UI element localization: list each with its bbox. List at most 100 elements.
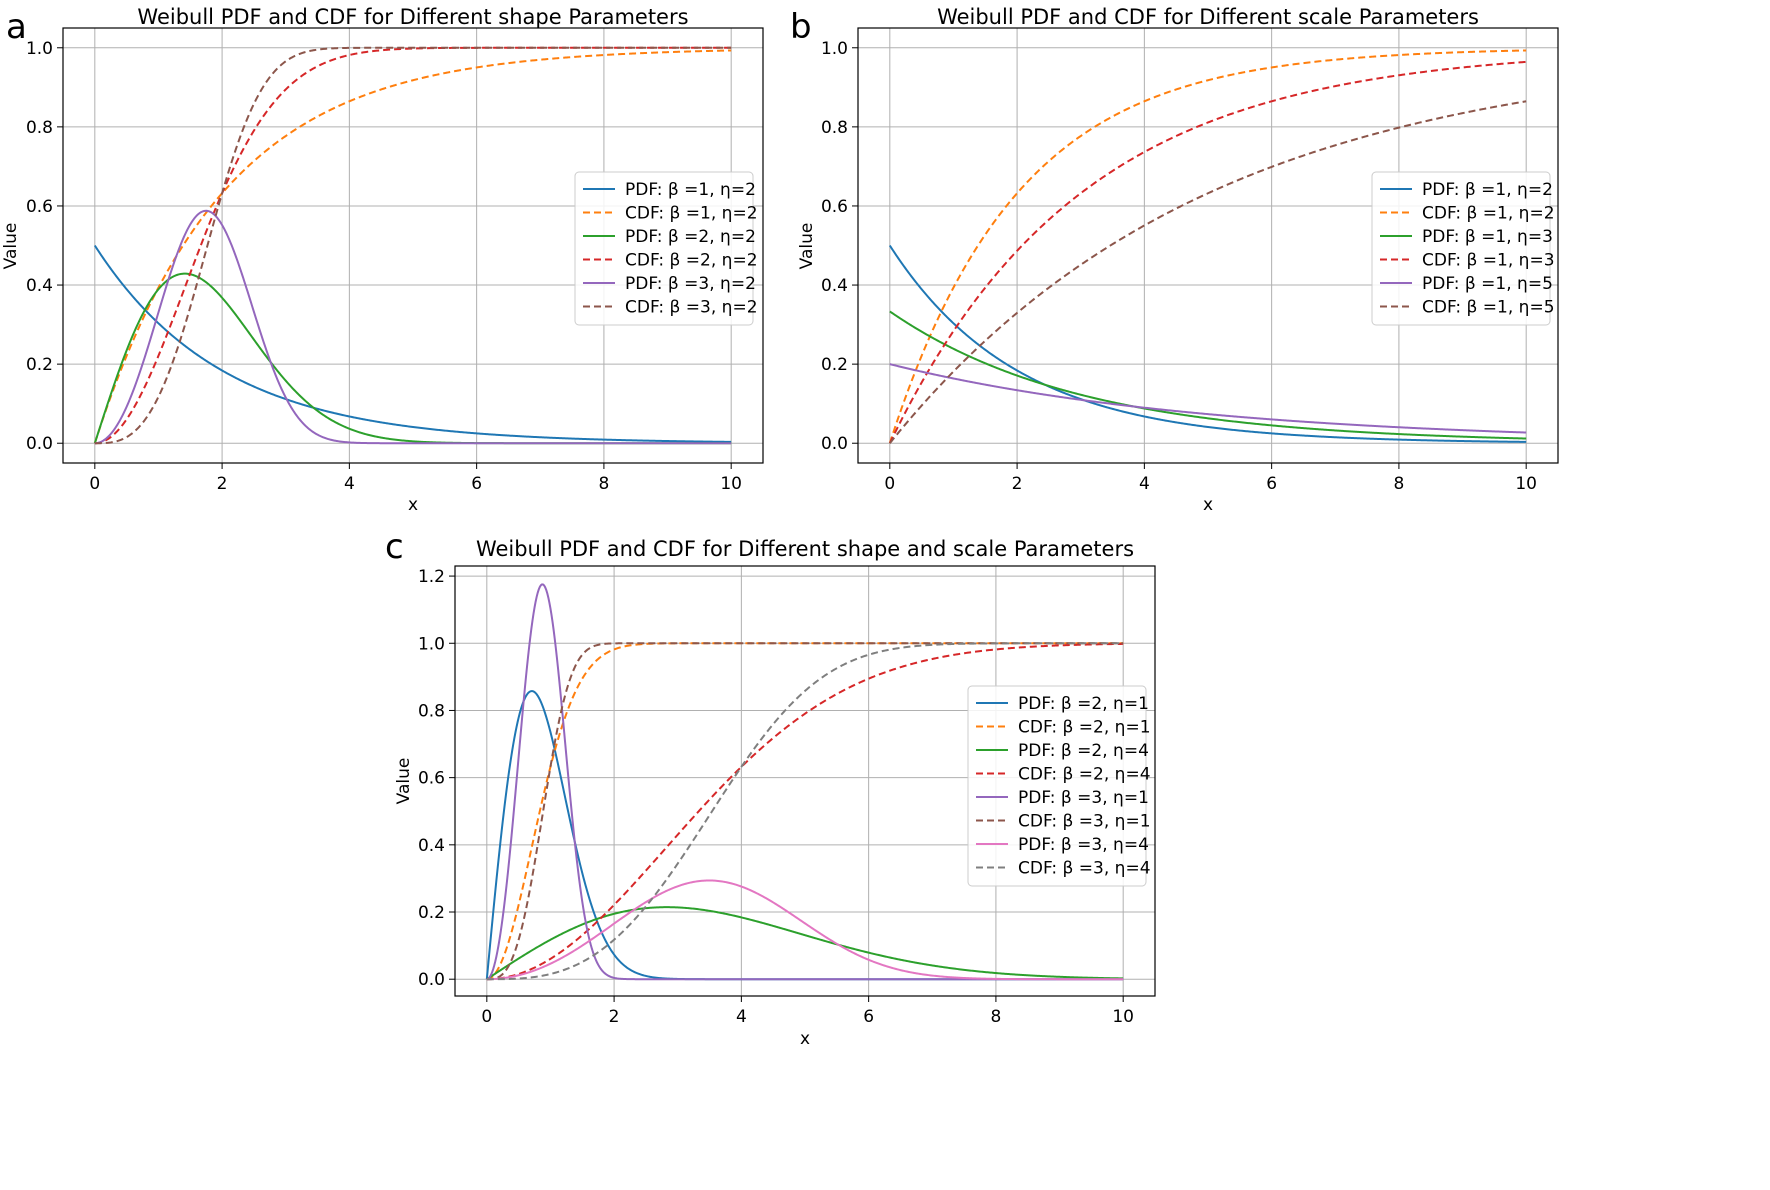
panel-a-xtick-label-1: 2 (217, 474, 228, 494)
panel-a-legend-label-0: PDF: β =1, η=2 (625, 180, 756, 200)
panel-a-legend-label-3: CDF: β =2, η=2 (625, 251, 758, 271)
panel-c-series-2-line (486, 906, 1124, 981)
panel-c-ytick-label-0: 0.0 (418, 970, 445, 990)
panel-a-xlabel: x (408, 495, 418, 515)
panel-b-ytick-label-2: 0.4 (821, 276, 848, 296)
panel-c-series-7-line (486, 642, 1124, 981)
panel-c-xtick-label-0: 0 (481, 1007, 492, 1027)
panel-b-ytick-label-0: 0.0 (821, 434, 848, 454)
panel-a-series-0-line (93, 244, 732, 443)
panel-a-ytick-label-2: 0.4 (26, 276, 53, 296)
panel-c-ytick-label-2: 0.4 (418, 836, 445, 856)
panel-b-frame (857, 27, 1559, 464)
panel-b-series-2-line (889, 310, 1527, 440)
panel-a-ylabel: Value (1, 223, 21, 270)
panel-b-legend: PDF: β =1, η=2 CDF: β =1, η=2 PDF: β =1, η… (1371, 171, 1555, 326)
panel-c-legend-label-4: PDF: β =3, η=1 (1018, 788, 1149, 808)
panel-b-title: Weibull PDF and CDF for Different scale … (937, 5, 1479, 29)
panel-c-legend-box (967, 685, 1147, 887)
panel-b-xlabel: x (1203, 495, 1213, 515)
panel-b-ticks: 0 2 4 6 8 10 0.0 0.2 0.4 0.6 0.8 1.0 (821, 39, 1537, 494)
panel-a-frame (62, 27, 764, 464)
panel-c-legend-label-1: CDF: β =2, η=1 (1018, 718, 1151, 738)
panel-c-legend-label-0: PDF: β =2, η=1 (1018, 694, 1149, 714)
panel-c-legend-label-7: CDF: β =3, η=4 (1018, 859, 1151, 879)
panel-a-ytick-label-0: 0.0 (26, 434, 53, 454)
panel-c-ylabel: Value (394, 758, 414, 805)
panel-b-legend-label-2: PDF: β =1, η=3 (1422, 227, 1553, 247)
panel-b-legend-label-3: CDF: β =1, η=3 (1422, 251, 1555, 271)
panel-a-xtick-label-3: 6 (471, 474, 482, 494)
panel-b-series-3-line (888, 60, 1527, 444)
panel-c-series-6-line (486, 879, 1124, 981)
panel-c-ytick-label-4: 0.8 (418, 701, 445, 721)
panel-a-title: Weibull PDF and CDF for Different shape … (137, 5, 688, 29)
panel-c-ticks: 0 2 4 6 8 10 0.0 0.2 0.4 0.6 0.8 1.0 1.2 (418, 567, 1134, 1027)
panel-a-curves (93, 46, 732, 445)
panel-b-legend-label-1: CDF: β =1, η=2 (1422, 204, 1555, 224)
panel-c-xtick-label-1: 2 (609, 1007, 620, 1027)
panel-a-xtick-label-0: 0 (89, 474, 100, 494)
panel-a-legend-label-1: CDF: β =1, η=2 (625, 204, 758, 224)
panel-b: b Weibull PDF and CDF for Different scal… (790, 5, 1559, 515)
panel-a-ytick-label-5: 1.0 (26, 39, 53, 59)
panel-a-ytick-label-3: 0.6 (26, 197, 53, 217)
panel-c-legend: PDF: β =2, η=1 CDF: β =2, η=1 PDF: β =2, η… (967, 685, 1151, 887)
panel-c-legend-label-2: PDF: β =2, η=4 (1018, 741, 1149, 761)
panel-b-curves (888, 49, 1527, 444)
panel-b-series-1-line (888, 49, 1527, 444)
panel-a-legend-label-5: CDF: β =3, η=2 (625, 298, 758, 318)
panel-a-legend-label-2: PDF: β =2, η=2 (625, 227, 756, 247)
panel-b-xtick-label-3: 6 (1266, 474, 1277, 494)
panel-a-ticks: 0 2 4 6 8 10 0.0 0.2 0.4 0.6 0.8 1.0 (26, 39, 742, 494)
panel-a-legend-box (574, 171, 754, 326)
panel-c-ytick-label-3: 0.6 (418, 769, 445, 789)
panel-c: c Weibull PDF and CDF for Different shap… (385, 527, 1156, 1049)
panel-c-xtick-label-2: 4 (736, 1007, 747, 1027)
panel-c-title: Weibull PDF and CDF for Different shape … (476, 537, 1134, 561)
panel-a-series-5-line (94, 46, 732, 445)
panel-a-xtick-label-4: 8 (598, 474, 609, 494)
panel-c-legend-label-5: CDF: β =3, η=1 (1018, 812, 1151, 832)
panel-a-xtick-label-2: 4 (344, 474, 355, 494)
panel-b-ytick-label-1: 0.2 (821, 355, 848, 375)
panel-c-ytick-label-5: 1.0 (418, 634, 445, 654)
panel-b-ytick-label-5: 1.0 (821, 39, 848, 59)
panel-b-ytick-label-4: 0.8 (821, 118, 848, 138)
panel-a-series-4-line (94, 209, 732, 445)
panel-b-xtick-label-5: 10 (1515, 474, 1537, 494)
panel-b-xtick-label-4: 8 (1393, 474, 1404, 494)
panel-b-legend-label-4: PDF: β =1, η=5 (1422, 274, 1553, 294)
panel-b-legend-label-5: CDF: β =1, η=5 (1422, 298, 1555, 318)
panel-a-letter: a (6, 7, 27, 47)
panel-c-legend-label-6: PDF: β =3, η=4 (1018, 835, 1149, 855)
panel-c-ytick-label-1: 0.2 (418, 903, 445, 923)
panel-b-legend-box (1371, 171, 1551, 326)
panel-b-grid (858, 28, 1558, 463)
panel-a-ytick-label-4: 0.8 (26, 118, 53, 138)
panel-c-xtick-label-3: 6 (863, 1007, 874, 1027)
panel-a: a Weibull PDF and CDF for Different shap… (1, 5, 764, 515)
panel-c-xtick-label-5: 10 (1112, 1007, 1134, 1027)
panel-a-ytick-label-1: 0.2 (26, 355, 53, 375)
panel-c-letter: c (385, 527, 404, 567)
panel-b-ytick-label-3: 0.6 (821, 197, 848, 217)
panel-a-legend-label-4: PDF: β =3, η=2 (625, 274, 756, 294)
panel-b-series-5-line (889, 100, 1527, 444)
panel-a-legend: PDF: β =1, η=2 CDF: β =1, η=2 PDF: β =2, η… (574, 171, 758, 326)
panel-b-legend-label-0: PDF: β =1, η=2 (1422, 180, 1553, 200)
panel-c-xtick-label-4: 8 (990, 1007, 1001, 1027)
panel-a-xtick-label-5: 10 (720, 474, 742, 494)
panel-c-curves (485, 583, 1124, 981)
panel-c-series-3-line (486, 642, 1124, 981)
panel-b-xtick-label-1: 2 (1012, 474, 1023, 494)
panel-b-letter: b (790, 7, 812, 47)
panel-b-xtick-label-2: 4 (1139, 474, 1150, 494)
panel-c-xlabel: x (800, 1029, 810, 1049)
panel-b-series-0-line (888, 244, 1527, 443)
panel-c-ytick-label-6: 1.2 (418, 567, 445, 587)
panel-c-legend-label-3: CDF: β =2, η=4 (1018, 765, 1151, 785)
panel-c-frame (454, 565, 1156, 997)
panel-a-series-1-line (93, 49, 732, 444)
